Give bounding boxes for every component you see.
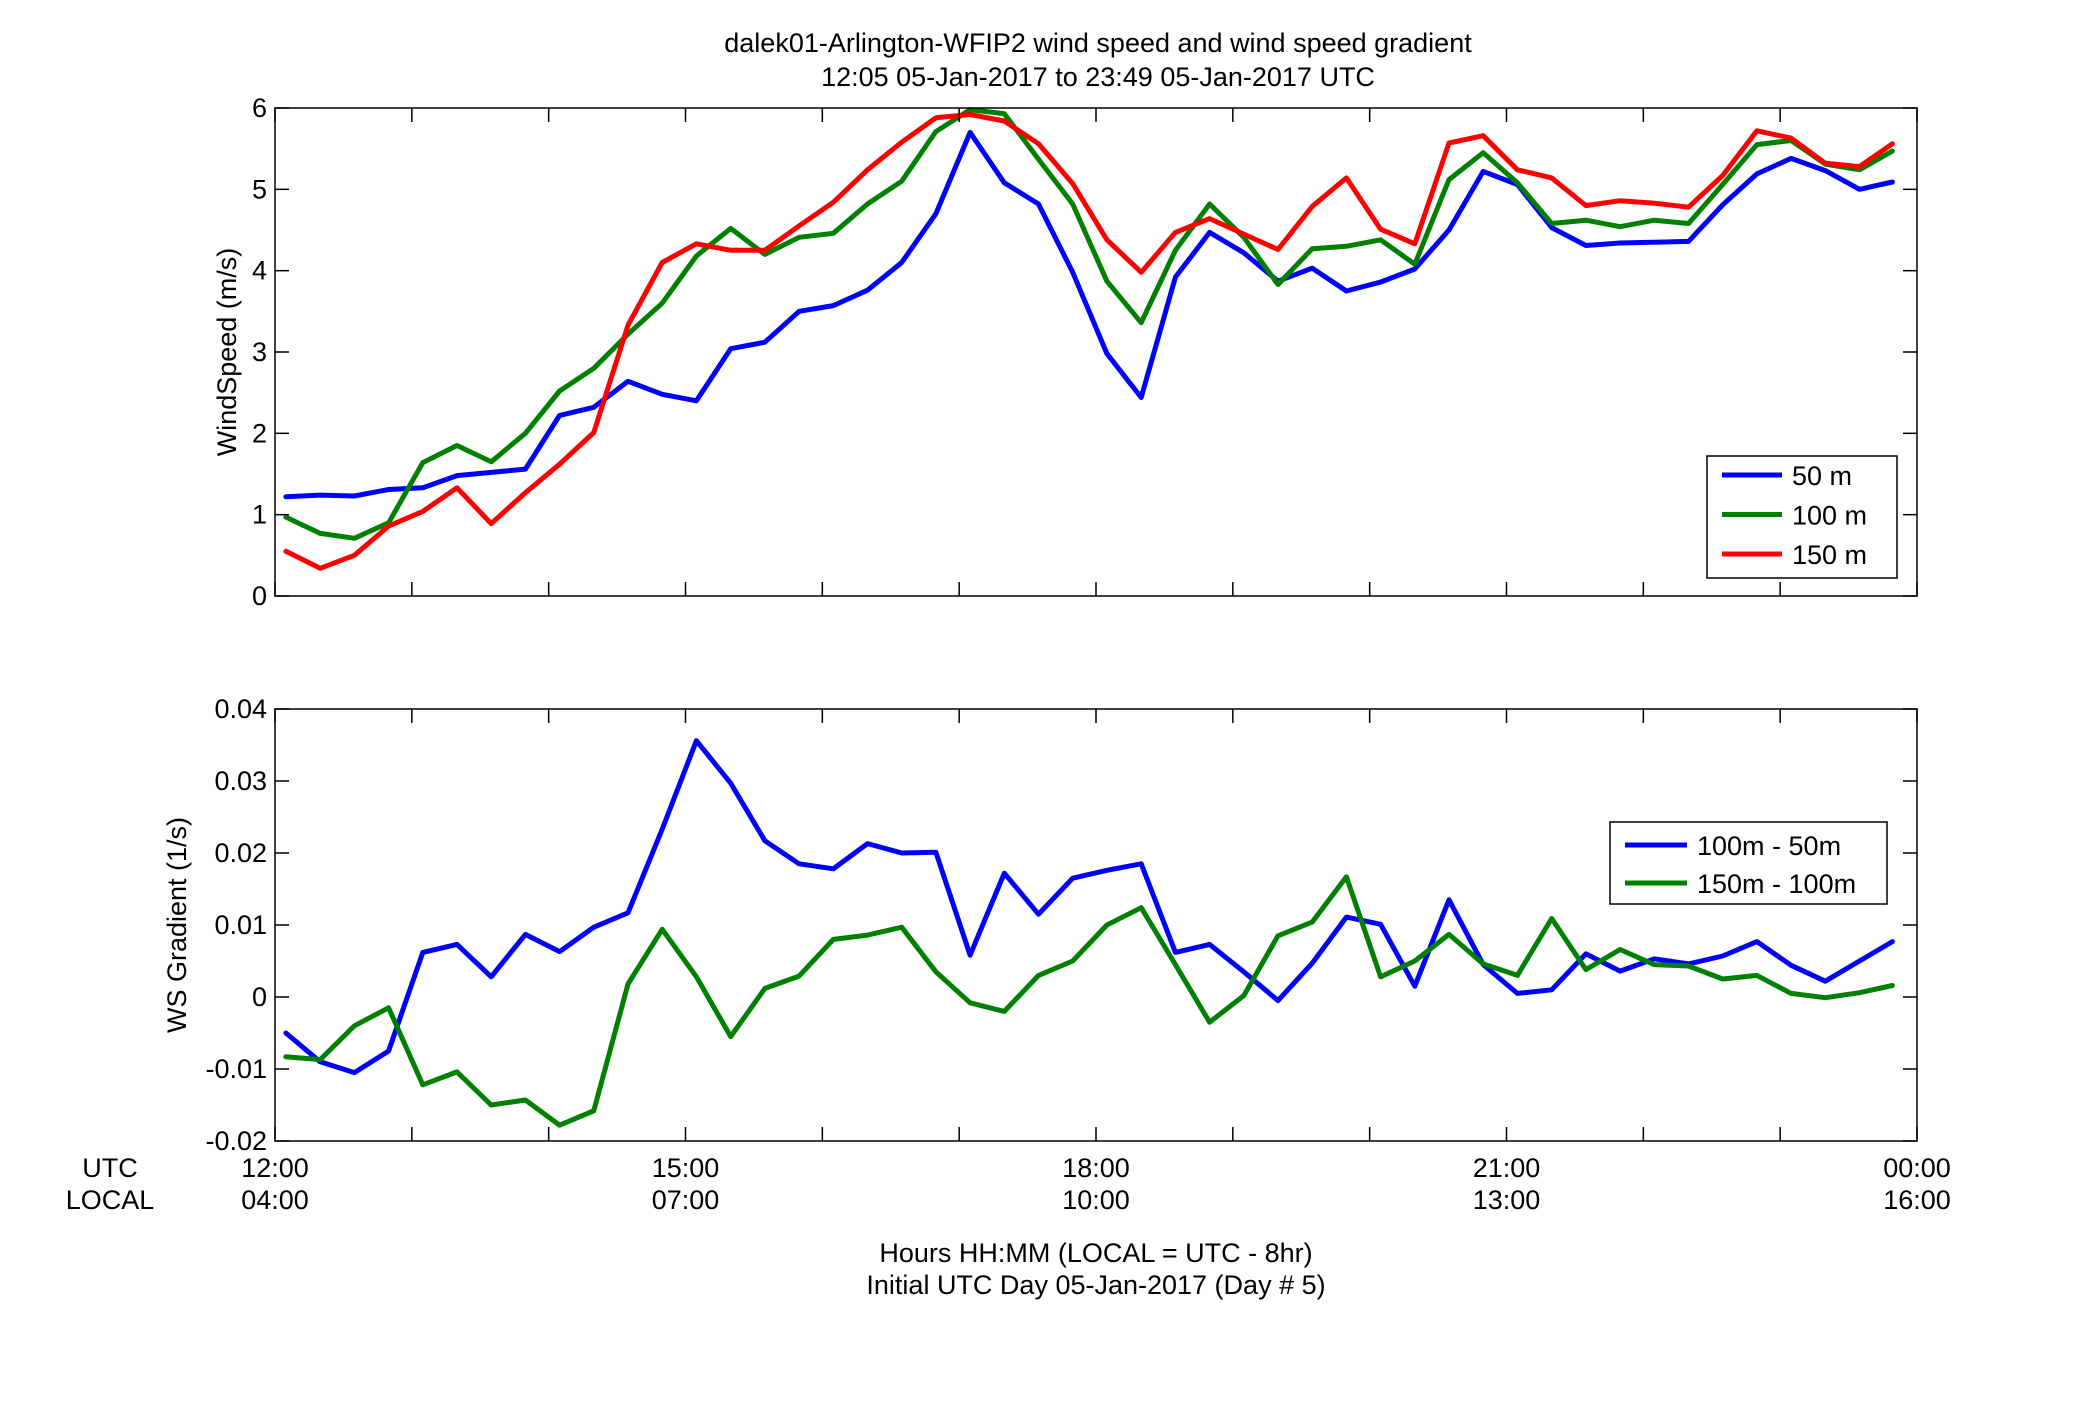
windspeed-y-tick-label: 6	[252, 93, 267, 123]
gradient-y-tick-label: 0.01	[214, 910, 267, 940]
gradient-legend-label: 100m - 50m	[1697, 831, 1841, 861]
windspeed-y-tick-label: 4	[252, 256, 267, 286]
local-tick-label: 10:00	[1062, 1185, 1130, 1215]
local-row-label: LOCAL	[66, 1185, 155, 1215]
windspeed-legend-label: 100 m	[1792, 501, 1867, 531]
local-tick-label: 07:00	[652, 1185, 720, 1215]
utc-tick-label: 15:00	[652, 1153, 720, 1183]
x-axis-label-line2: Initial UTC Day 05-Jan-2017 (Day # 5)	[866, 1270, 1325, 1300]
windspeed-ticks: 0 1 2 3 4 5 6	[252, 93, 1918, 611]
windspeed-y-tick-label: 3	[252, 337, 267, 367]
utc-tick-label: 18:00	[1062, 1153, 1130, 1183]
utc-tick-label: 12:00	[241, 1153, 309, 1183]
windspeed-series-50-m-line	[283, 129, 1895, 500]
utc-tick-label: 00:00	[1883, 1153, 1951, 1183]
gradient-y-tick-label: -0.02	[205, 1126, 267, 1156]
chart-title-line1: dalek01-Arlington-WFIP2 wind speed and w…	[724, 28, 1472, 58]
local-tick-label: 04:00	[241, 1185, 309, 1215]
utc-row-label: UTC	[82, 1153, 138, 1183]
gradient-y-tick-label: 0.02	[214, 838, 267, 868]
windspeed-series-100-m-line	[283, 107, 1895, 541]
windspeed-series-150-m-line	[283, 112, 1895, 571]
x-axis-label-line1: Hours HH:MM (LOCAL = UTC - 8hr)	[879, 1238, 1312, 1268]
gradient-ticks: -0.02 -0.01 0 0.01 0.02 0.03 0.04	[205, 694, 1918, 1156]
gradient-panel: -0.02 -0.01 0 0.01 0.02 0.03 0.04 WS Gradient …	[162, 694, 1918, 1156]
gradient-y-axis-label: WS Gradient (1/s)	[162, 817, 192, 1033]
gradient-series-150m-100m-line	[283, 874, 1895, 1128]
local-tick-label: 13:00	[1473, 1185, 1541, 1215]
windspeed-y-tick-label: 2	[252, 418, 267, 448]
utc-tick-label: 21:00	[1473, 1153, 1541, 1183]
local-tick-label: 16:00	[1883, 1185, 1951, 1215]
windspeed-y-tick-label: 1	[252, 500, 267, 530]
gradient-series-100m-50m-line	[283, 738, 1895, 1076]
windspeed-y-tick-label: 5	[252, 174, 267, 204]
gradient-y-tick-label: 0.03	[214, 766, 267, 796]
gradient-series-layer	[283, 738, 1895, 1128]
windspeed-legend: 50 m 100 m 150 m	[1706, 455, 1898, 579]
gradient-legend-box	[1609, 821, 1888, 905]
windspeed-y-tick-label: 0	[252, 581, 267, 611]
gradient-y-tick-label: 0.04	[214, 694, 267, 724]
chart-title-line2: 12:05 05-Jan-2017 to 23:49 05-Jan-2017 U…	[821, 62, 1375, 92]
gradient-y-tick-label: 0	[252, 982, 267, 1012]
windspeed-legend-label: 50 m	[1792, 461, 1852, 491]
gradient-y-tick-label: -0.01	[205, 1054, 267, 1084]
windspeed-y-axis-label: WindSpeed (m/s)	[212, 248, 242, 457]
gradient-legend-label: 150m - 100m	[1697, 869, 1856, 899]
windspeed-legend-label: 150 m	[1792, 540, 1867, 570]
windspeed-series-layer	[283, 107, 1895, 571]
windspeed-panel: 0 1 2 3 4 5 6 WindSpeed (m/s) 50 m 100 m 150 m	[212, 93, 1918, 611]
gradient-legend: 100m - 50m 150m - 100m	[1609, 821, 1888, 905]
